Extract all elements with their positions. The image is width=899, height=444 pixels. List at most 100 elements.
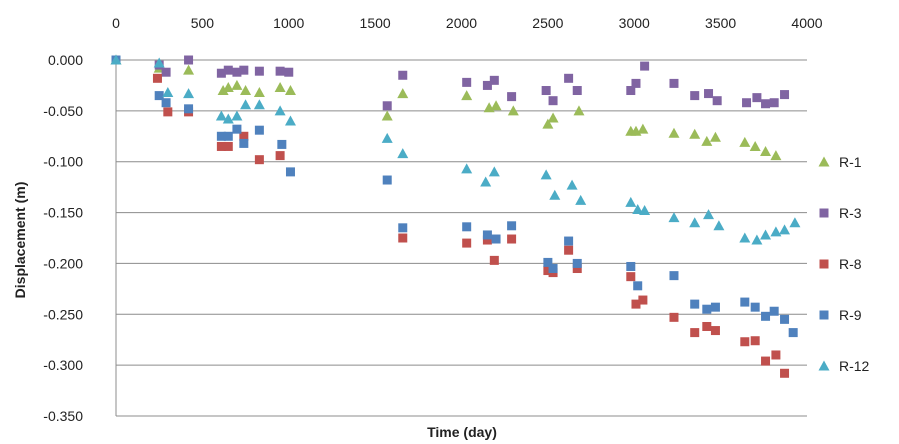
- data-points: [110, 54, 801, 378]
- series-R-3: [111, 55, 790, 111]
- point-R-3-20: [572, 86, 582, 96]
- legend-label-R-8: R-8: [839, 256, 862, 272]
- point-R-3-16: [507, 92, 517, 102]
- point-R-9-7: [239, 138, 249, 148]
- point-R-1-22: [668, 127, 680, 138]
- point-R-1-5: [231, 79, 243, 90]
- point-R-9-29: [761, 311, 771, 321]
- point-R-9-14: [482, 230, 492, 240]
- y-axis-ticks: 0.000 -0.050 -0.100 -0.150 -0.200 -0.250 -0.30…: [43, 52, 83, 424]
- x-tick-label-7: 3500: [705, 15, 736, 31]
- point-R-3-25: [690, 91, 700, 101]
- point-R-3-11: [382, 101, 392, 111]
- point-R-8-16: [564, 245, 574, 255]
- point-R-3-14: [482, 80, 492, 90]
- point-R-12-19: [575, 194, 587, 205]
- point-R-12-13: [461, 163, 473, 174]
- point-R-1-14: [490, 100, 502, 111]
- point-R-3-28: [742, 98, 752, 108]
- y-tick-label-5: -0.250: [43, 306, 83, 322]
- point-R-3-31: [769, 98, 779, 108]
- point-R-8-26: [750, 336, 760, 346]
- point-R-12-18: [566, 179, 578, 190]
- point-R-3-13: [462, 77, 472, 87]
- point-R-3-10: [284, 67, 294, 77]
- point-R-3-7: [239, 65, 249, 75]
- point-R-1-8: [274, 81, 286, 92]
- point-R-1-3: [217, 85, 229, 96]
- point-R-3-19: [564, 73, 574, 83]
- point-R-8-4: [216, 141, 226, 151]
- y-tick-label-6: -0.300: [43, 357, 83, 373]
- point-R-1-4: [222, 81, 234, 92]
- point-R-12-26: [713, 220, 725, 231]
- point-R-3-26: [704, 89, 714, 99]
- point-R-12-2: [162, 87, 174, 98]
- point-R-9-6: [232, 124, 242, 134]
- point-R-12-23: [668, 212, 680, 223]
- point-R-12-29: [760, 229, 772, 240]
- point-R-9-13: [462, 222, 472, 232]
- point-R-1-7: [253, 87, 265, 98]
- point-R-9-11: [382, 175, 392, 185]
- point-R-8-6: [239, 131, 249, 141]
- point-R-9-25: [702, 304, 712, 314]
- point-R-8-23: [702, 321, 712, 331]
- y-axis-title: Displacement (m): [12, 182, 28, 299]
- legend-marker-R-9: [819, 310, 829, 320]
- point-R-12-10: [284, 115, 296, 126]
- point-R-12-17: [549, 189, 561, 200]
- y-tick-label-7: -0.350: [43, 408, 83, 424]
- point-R-3-8: [254, 66, 264, 76]
- grid-lines: [115, 59, 807, 417]
- x-tick-label-3: 1500: [360, 15, 391, 31]
- point-R-1-6: [240, 85, 252, 96]
- point-R-12-3: [183, 88, 195, 99]
- point-R-12-22: [639, 205, 651, 216]
- point-R-9-3: [184, 104, 194, 114]
- point-R-9-9: [277, 139, 287, 149]
- point-R-9-31: [780, 314, 790, 324]
- point-R-12-14: [480, 176, 492, 187]
- legend-label-R-1: R-1: [839, 154, 862, 170]
- point-R-9-18: [548, 264, 558, 274]
- point-R-3-6: [232, 67, 242, 77]
- point-R-12-27: [739, 232, 751, 243]
- x-tick-label-2: 1000: [273, 15, 304, 31]
- point-R-12-25: [703, 209, 715, 220]
- y-tick-label-1: -0.050: [43, 103, 83, 119]
- legend: R-1 R-3 R-8 R-9 R-12: [818, 154, 870, 374]
- point-R-8-25: [740, 337, 750, 347]
- point-R-3-24: [669, 78, 679, 88]
- point-R-1-10: [381, 110, 393, 121]
- x-tick-label-0: 0: [112, 15, 120, 31]
- y-tick-label-3: -0.150: [43, 205, 83, 221]
- point-R-9-23: [669, 271, 679, 281]
- point-R-3-30: [761, 99, 771, 109]
- point-R-12-32: [789, 217, 801, 228]
- x-axis-title: Time (day): [427, 424, 497, 440]
- point-R-1-16: [542, 118, 554, 129]
- legend-marker-R-3: [819, 208, 829, 218]
- point-R-9-17: [543, 257, 553, 267]
- point-R-8-18: [626, 272, 636, 282]
- point-R-9-28: [750, 302, 760, 312]
- point-R-12-15: [488, 166, 500, 177]
- point-R-3-4: [216, 68, 226, 78]
- point-R-12-6: [231, 110, 243, 121]
- point-R-3-12: [398, 70, 408, 80]
- legend-label-R-12: R-12: [839, 358, 870, 374]
- point-R-8-17: [572, 264, 582, 274]
- point-R-12-12: [397, 148, 409, 159]
- point-R-1-21: [637, 123, 649, 134]
- legend-item-R-8: R-8: [819, 256, 862, 272]
- point-R-12-7: [240, 99, 252, 110]
- legend-item-R-9: R-9: [819, 307, 862, 323]
- point-R-9-26: [710, 302, 720, 312]
- point-R-1-27: [749, 140, 761, 151]
- point-R-1-25: [709, 131, 721, 142]
- point-R-3-5: [223, 65, 233, 75]
- point-R-1-15: [507, 105, 519, 116]
- point-R-12-30: [770, 226, 782, 237]
